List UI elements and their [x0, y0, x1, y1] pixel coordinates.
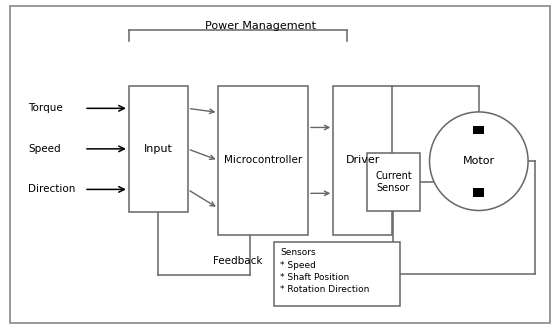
Text: Power Management: Power Management — [205, 21, 316, 31]
Bar — [473, 126, 484, 134]
Text: Current
Sensor: Current Sensor — [375, 171, 412, 192]
Text: Motor: Motor — [463, 156, 495, 166]
Ellipse shape — [430, 112, 528, 211]
Text: Microcontroller: Microcontroller — [224, 155, 302, 165]
Text: Direction: Direction — [28, 185, 76, 194]
Text: Input: Input — [144, 144, 172, 154]
Text: Torque: Torque — [28, 103, 63, 113]
Bar — [473, 188, 484, 196]
Bar — [218, 86, 308, 235]
Text: Feedback: Feedback — [213, 257, 262, 266]
Bar — [367, 153, 420, 211]
Text: Sensors
* Speed
* Shaft Position
* Rotation Direction: Sensors * Speed * Shaft Position * Rotat… — [280, 248, 370, 294]
Bar — [333, 86, 392, 235]
Bar — [274, 242, 400, 306]
Text: Speed: Speed — [28, 144, 60, 154]
Bar — [129, 86, 188, 212]
Text: Driver: Driver — [346, 155, 380, 165]
